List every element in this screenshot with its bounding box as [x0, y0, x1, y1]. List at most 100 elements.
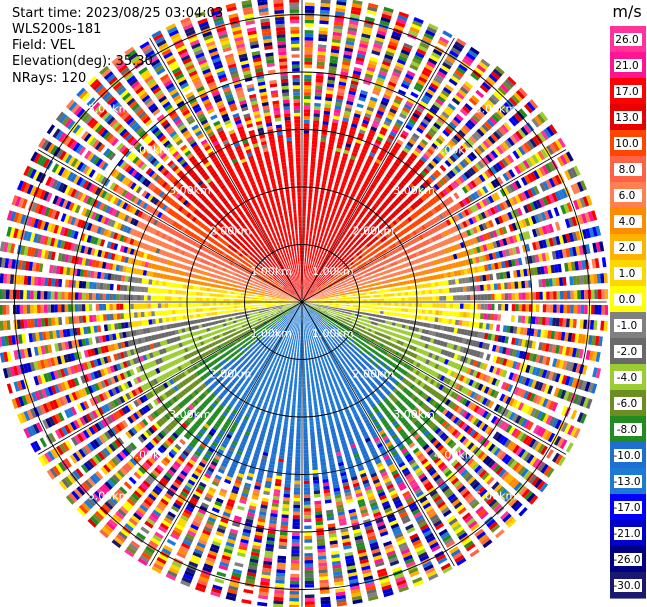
- range-gate: [419, 277, 424, 282]
- range-gate: [339, 217, 344, 223]
- range-gate: [359, 43, 368, 49]
- range-gate: [303, 288, 304, 293]
- range-gate: [359, 93, 367, 99]
- range-gate: [323, 355, 327, 360]
- range-gate: [328, 263, 332, 268]
- range-gate: [407, 121, 415, 128]
- range-gate: [305, 0, 315, 3]
- range-gate: [316, 343, 319, 348]
- range-gate: [303, 292, 304, 296]
- range-gate: [418, 124, 426, 131]
- range-gate: [339, 203, 345, 208]
- range-gate: [382, 162, 389, 169]
- range-gate: [408, 303, 412, 307]
- range-gate: [374, 139, 382, 145]
- range-gate: [342, 153, 349, 158]
- range-gate: [320, 341, 324, 346]
- range-gate: [410, 314, 415, 319]
- range-gate: [532, 304, 536, 312]
- range-gate: [383, 94, 391, 100]
- range-gate: [311, 273, 315, 278]
- range-gate: [306, 286, 309, 290]
- range-gate: [352, 171, 358, 176]
- range-gate: [426, 60, 436, 69]
- range-gate: [408, 297, 412, 301]
- range-gate: [469, 285, 474, 292]
- range-gate: [476, 312, 481, 319]
- range-gate: [329, 174, 335, 179]
- range-gate: [405, 124, 413, 131]
- range-gate: [304, 102, 311, 107]
- range-gate: [375, 286, 380, 290]
- range-gate: [384, 298, 388, 302]
- range-gate: [364, 161, 371, 167]
- range-gate: [322, 120, 329, 126]
- range-gate: [435, 296, 440, 301]
- range-gate: [388, 81, 397, 88]
- range-gate: [425, 296, 430, 301]
- range-gate: [318, 300, 323, 301]
- range-gate: [429, 54, 439, 63]
- range-gate: [572, 318, 577, 328]
- range-gate: [317, 58, 326, 63]
- range-gate: [394, 307, 398, 312]
- range-gate: [309, 280, 312, 284]
- range-gate: [386, 84, 395, 91]
- range-gate: [356, 135, 364, 141]
- range-gate: [306, 230, 309, 234]
- range-gate: [386, 284, 390, 288]
- range-gate: [320, 385, 325, 389]
- range-gate: [344, 241, 349, 246]
- range-gate: [459, 311, 464, 318]
- range-gate: [307, 247, 310, 252]
- range-gate: [406, 70, 416, 77]
- range-gate: [438, 310, 443, 316]
- range-gate: [325, 298, 329, 300]
- range-gate: [354, 109, 362, 115]
- range-gate: [351, 77, 360, 82]
- range-gate: [315, 300, 319, 302]
- range-gate: [346, 97, 355, 103]
- range-gate: [351, 174, 357, 180]
- range-gate: [454, 41, 465, 50]
- range-gate: [324, 100, 332, 105]
- range-gate: [443, 58, 454, 67]
- range-gate: [355, 60, 364, 66]
- range-gate: [439, 296, 443, 301]
- range-gate: [387, 293, 391, 297]
- range-gate: [306, 279, 308, 283]
- range-gate: [328, 139, 335, 144]
- range-gate: [311, 344, 314, 349]
- range-gate: [376, 110, 385, 116]
- range-gate: [466, 286, 471, 292]
- range-gate: [304, 16, 315, 20]
- range-gate: [359, 189, 365, 195]
- range-gate: [304, 5, 315, 10]
- range-gate: [379, 311, 384, 315]
- range-gate: [325, 93, 333, 98]
- range-gate: [360, 170, 367, 176]
- range-gate: [311, 154, 316, 159]
- range-gate: [381, 97, 390, 104]
- range-gate: [324, 107, 331, 112]
- range-gate: [440, 64, 450, 73]
- range-gate: [364, 192, 371, 198]
- range-gate: [419, 42, 430, 50]
- range-gate: [379, 181, 386, 188]
- range-gate: [333, 157, 339, 163]
- range-gate: [396, 119, 404, 126]
- range-gate: [322, 373, 326, 378]
- range-gate: [403, 127, 411, 134]
- range-gate: [417, 315, 422, 320]
- range-gate: [546, 304, 550, 313]
- range-gate: [354, 63, 363, 69]
- range-gate: [303, 275, 305, 279]
- range-gate: [518, 304, 523, 312]
- range-gate: [307, 324, 309, 329]
- range-gate: [318, 34, 328, 39]
- range-gate: [348, 161, 354, 167]
- range-gate: [352, 70, 362, 76]
- range-gate: [406, 319, 411, 324]
- range-gate: [323, 110, 331, 115]
- range-gate: [326, 86, 334, 91]
